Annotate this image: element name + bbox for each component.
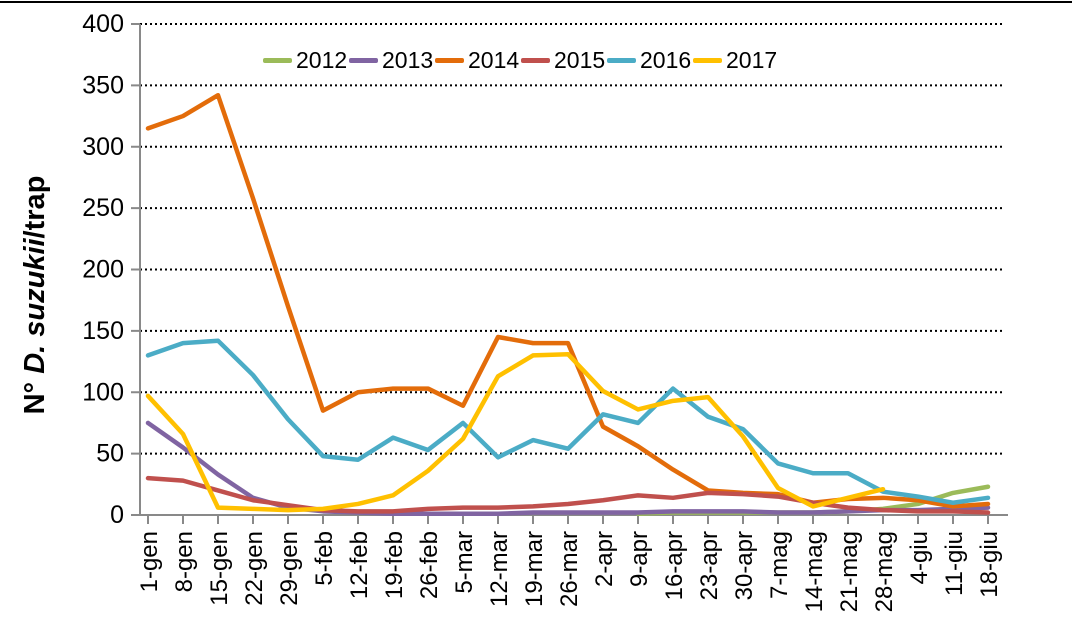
x-tick-label: 5-mar bbox=[451, 531, 478, 594]
x-tick-label: 22-gen bbox=[241, 531, 268, 606]
x-tick-label: 19-feb bbox=[381, 531, 408, 599]
y-tick-label: 50 bbox=[96, 440, 124, 468]
legend-swatch-2013 bbox=[349, 57, 378, 63]
x-tick-label: 23-apr bbox=[696, 531, 723, 600]
legend-label-2017: 2017 bbox=[726, 46, 778, 73]
legend-item-2015: 2015 bbox=[521, 47, 607, 74]
x-tick-label: 18-giu bbox=[976, 531, 1003, 598]
x-tick-label: 5-feb bbox=[311, 531, 338, 586]
y-tick-label: 100 bbox=[82, 378, 124, 406]
legend-swatch-2016 bbox=[607, 57, 636, 63]
series-line-2016 bbox=[145, 338, 991, 505]
top-border-line bbox=[0, 1, 1072, 3]
x-tick-label: 9-apr bbox=[626, 531, 653, 587]
legend-swatch-2015 bbox=[521, 57, 550, 63]
legend: 2012 2013 2014 2015 2016 2017 bbox=[263, 44, 779, 76]
legend-item-2016: 2016 bbox=[607, 47, 693, 74]
x-tick-label: 12-feb bbox=[346, 531, 373, 599]
y-tick-label: 400 bbox=[82, 10, 124, 38]
legend-item-2012: 2012 bbox=[263, 47, 349, 74]
series-line-2015 bbox=[145, 475, 991, 515]
legend-item-2017: 2017 bbox=[693, 47, 779, 74]
x-tick-label: 7-mag bbox=[766, 531, 793, 599]
legend-label-2015: 2015 bbox=[554, 46, 606, 73]
y-tick-label: 200 bbox=[82, 256, 124, 284]
y-tick-label: 150 bbox=[82, 317, 124, 345]
y-tick-label: 300 bbox=[82, 133, 124, 161]
legend-swatch-2017 bbox=[693, 57, 722, 63]
y-tick-label: 350 bbox=[82, 71, 124, 99]
series-line-2017 bbox=[145, 351, 886, 513]
x-tick-label: 1-gen bbox=[136, 531, 163, 592]
legend-label-2012: 2012 bbox=[296, 46, 348, 73]
x-tick-label: 2-apr bbox=[591, 531, 618, 587]
y-axis-title: N° D. suzukii/trap bbox=[15, 35, 55, 555]
y-tick-label: 0 bbox=[110, 501, 124, 529]
y-tick-label: 250 bbox=[82, 194, 124, 222]
legend-label-2013: 2013 bbox=[382, 46, 434, 73]
x-tick-label: 8-gen bbox=[171, 531, 198, 592]
x-tick-label: 26-mar bbox=[556, 531, 583, 607]
x-tick-label: 26-feb bbox=[416, 531, 443, 599]
legend-label-2014: 2014 bbox=[468, 46, 520, 73]
x-tick-label: 29-gen bbox=[276, 531, 303, 606]
x-tick-label: 28-mag bbox=[871, 531, 898, 612]
x-tick-label: 15-gen bbox=[206, 531, 233, 606]
x-tick-label: 14-mag bbox=[801, 531, 828, 612]
x-tick-label: 11-giu bbox=[941, 531, 968, 596]
legend-item-2014: 2014 bbox=[435, 47, 521, 74]
x-tick-label: 4-giu bbox=[906, 531, 933, 584]
y-axis-title-suffix: /trap bbox=[19, 175, 51, 239]
x-tick-label: 21-mag bbox=[836, 531, 863, 612]
legend-swatch-2014 bbox=[435, 57, 464, 63]
legend-item-2013: 2013 bbox=[349, 47, 435, 74]
series-line-2013 bbox=[145, 420, 991, 517]
y-axis-title-species: D. suzukii bbox=[19, 238, 51, 374]
series-line-2014 bbox=[145, 92, 991, 509]
x-tick-label: 12-mar bbox=[486, 531, 513, 607]
y-axis-title-prefix: N° bbox=[19, 373, 51, 415]
x-tick-label: 30-apr bbox=[731, 531, 758, 600]
legend-swatch-2012 bbox=[263, 57, 292, 63]
x-tick-label: 16-apr bbox=[661, 531, 688, 600]
x-tick-label: 19-mar bbox=[521, 531, 548, 607]
legend-label-2016: 2016 bbox=[640, 46, 692, 73]
